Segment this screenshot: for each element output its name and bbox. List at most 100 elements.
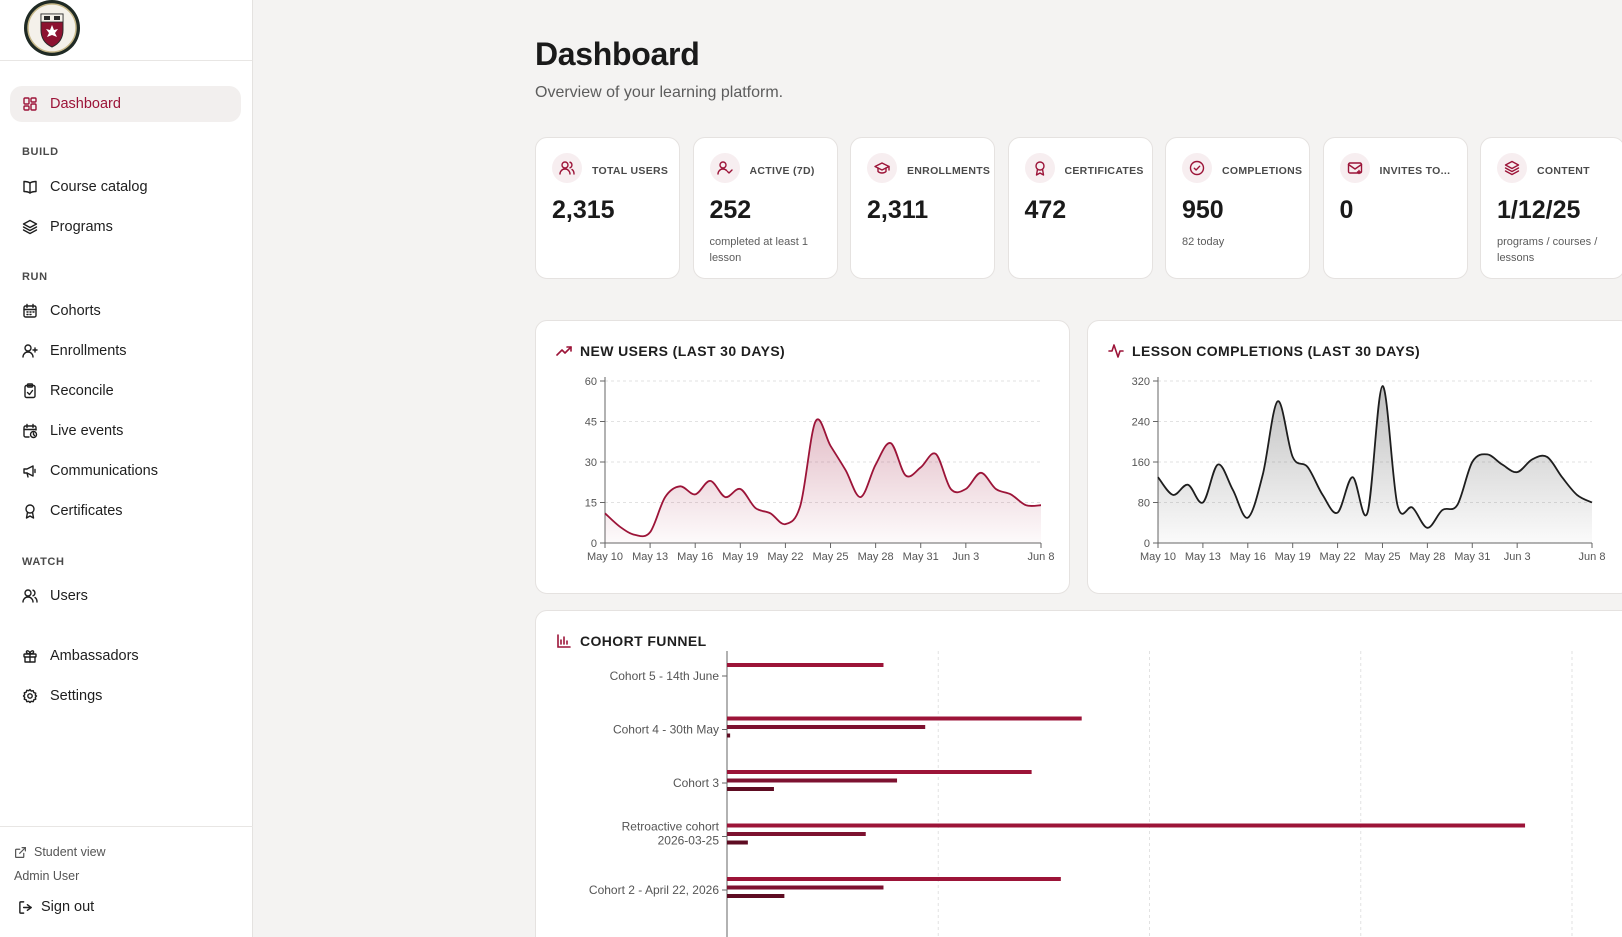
user-plus-icon bbox=[22, 344, 38, 358]
sidebar-item-label: Course catalog bbox=[50, 179, 148, 195]
x-tick-label: Jun 8 bbox=[1579, 551, 1606, 563]
series-line bbox=[604, 418, 1042, 538]
sidebar-item-settings[interactable]: Settings bbox=[10, 678, 241, 714]
funnel-bar bbox=[727, 832, 866, 836]
sidebar-item-label: Cohorts bbox=[50, 303, 101, 319]
funnel-bar bbox=[727, 877, 1061, 881]
gift-icon-wrap bbox=[22, 648, 38, 664]
y-tick-label: 30 bbox=[585, 457, 597, 469]
stat-card-active-7d: ACTIVE (7D) 252 completed at least 1 lesso… bbox=[692, 137, 838, 279]
stat-icon-badge bbox=[709, 153, 740, 183]
y-tick-label: 60 bbox=[585, 376, 597, 388]
funnel-bar bbox=[727, 787, 774, 791]
stat-card-total-users: TOTAL USERS 2,315 bbox=[535, 137, 680, 279]
y-tick-label: 160 bbox=[1132, 457, 1150, 469]
crest-logo[interactable] bbox=[22, 0, 82, 58]
sidebar-item-enrollments[interactable]: Enrollments bbox=[10, 333, 241, 369]
calendar-icon bbox=[23, 303, 37, 318]
stat-card-enrollments: ENROLLMENTS 2,311 bbox=[850, 137, 995, 279]
x-tick-label: May 10 bbox=[587, 551, 623, 563]
stat-label: CERTIFICATES bbox=[1064, 165, 1144, 177]
sidebar-item-cohorts[interactable]: Cohorts bbox=[10, 293, 241, 329]
gear-icon-wrap bbox=[22, 688, 38, 704]
sidebar-item-dashboard[interactable]: Dashboard bbox=[10, 86, 241, 122]
layers-icon bbox=[22, 219, 38, 235]
x-tick-label: Jun 3 bbox=[1504, 551, 1531, 563]
award-icon-wrap bbox=[22, 503, 38, 519]
users-icon bbox=[22, 589, 38, 603]
sidebar-item-label: Enrollments bbox=[50, 343, 127, 359]
clipboard-check-icon-wrap bbox=[22, 383, 38, 399]
x-tick-label: May 16 bbox=[1230, 551, 1266, 563]
lesson-completions-title-text: LESSON COMPLETIONS (LAST 30 DAYS) bbox=[1132, 343, 1421, 359]
category-label: Cohort 3 bbox=[673, 776, 719, 790]
stat-card-invites-to: INVITES TO... 0 bbox=[1322, 137, 1468, 279]
sign-out-label: Sign out bbox=[41, 899, 95, 915]
stat-label: COMPLETIONS bbox=[1222, 165, 1303, 177]
sidebar-item-label: Communications bbox=[50, 463, 158, 479]
cohort-funnel-card: COHORT FUNNEL Cohort 5 - 14th June Cohort… bbox=[535, 610, 1622, 937]
calendar-clock-icon-wrap bbox=[22, 423, 38, 439]
sidebar-item-label: Reconcile bbox=[50, 383, 114, 399]
y-tick-label: 0 bbox=[591, 538, 597, 550]
lesson-completions-card: LESSON COMPLETIONS (LAST 30 DAYS) 0 80 160… bbox=[1087, 320, 1622, 594]
sidebar-item-course-catalog[interactable]: Course catalog bbox=[10, 169, 241, 205]
sidebar-item-certificates[interactable]: Certificates bbox=[10, 493, 241, 529]
sidebar-item-label: Dashboard bbox=[50, 96, 121, 112]
x-tick-label: May 13 bbox=[1185, 551, 1221, 563]
sign-out-icon bbox=[19, 900, 32, 914]
x-tick-label: May 28 bbox=[1409, 551, 1445, 563]
category-label: Retroactive cohort 2026-03-25 bbox=[622, 820, 720, 848]
y-tick-label: 240 bbox=[1132, 417, 1150, 429]
sidebar-item-ambassadors[interactable]: Ambassadors bbox=[10, 638, 241, 674]
gear-icon bbox=[22, 688, 38, 704]
stat-note: programs / courses / lessons bbox=[1497, 236, 1598, 264]
book-open-icon-wrap bbox=[22, 179, 38, 195]
x-tick-label: May 19 bbox=[722, 551, 758, 563]
category-label: Cohort 2 - April 22, 2026 bbox=[589, 883, 719, 897]
sidebar-item-reconcile[interactable]: Reconcile bbox=[10, 373, 241, 409]
stat-note: completed at least 1 lesson bbox=[709, 236, 808, 264]
x-tick-label: May 10 bbox=[1140, 551, 1176, 563]
sidebar-item-communications[interactable]: Communications bbox=[10, 453, 241, 489]
funnel-bar bbox=[727, 733, 731, 738]
new-users-card: NEW USERS (LAST 30 DAYS) 0 15 30 45 60 May 10… bbox=[535, 320, 1070, 594]
sidebar-item-label: Settings bbox=[50, 688, 103, 704]
graduation-cap-icon bbox=[874, 162, 890, 174]
stat-label: ACTIVE (7D) bbox=[749, 165, 815, 177]
award-icon bbox=[1034, 161, 1045, 176]
x-tick-label: Jun 8 bbox=[1028, 551, 1055, 563]
stat-label: TOTAL USERS bbox=[592, 165, 669, 177]
sidebar-item-live-events[interactable]: Live events bbox=[10, 413, 241, 449]
cohort-funnel-title-text: COHORT FUNNEL bbox=[580, 633, 707, 649]
funnel-bar bbox=[727, 885, 884, 890]
admin-user-name: Admin User bbox=[14, 869, 80, 883]
student-view-label: Student view bbox=[34, 845, 106, 859]
sign-out-button[interactable]: Sign out bbox=[18, 899, 94, 915]
stat-value: 2,311 bbox=[867, 196, 929, 224]
mail-icon bbox=[1347, 162, 1362, 175]
new-users-title-text: NEW USERS (LAST 30 DAYS) bbox=[580, 343, 786, 359]
series-area bbox=[605, 419, 1041, 543]
award-icon bbox=[25, 504, 35, 519]
x-tick-label: May 19 bbox=[1275, 551, 1311, 563]
book-open-icon bbox=[23, 180, 37, 194]
y-tick-label: 15 bbox=[585, 498, 597, 510]
trending-up-icon bbox=[556, 346, 572, 356]
stat-value: 472 bbox=[1024, 196, 1067, 224]
bar-chart-icon bbox=[557, 634, 571, 648]
sidebar-item-users[interactable]: Users bbox=[10, 578, 241, 614]
sidebar-item-label: Live events bbox=[50, 423, 124, 439]
y-tick-label: 0 bbox=[1144, 538, 1150, 550]
sidebar-item-programs[interactable]: Programs bbox=[10, 209, 241, 245]
section-build: BUILD bbox=[22, 146, 59, 158]
stat-icon-badge bbox=[1339, 153, 1370, 183]
sidebar: Dashboard BUILD Course catalog Programs RUN C… bbox=[0, 0, 253, 937]
student-view-link[interactable]: Student view bbox=[14, 845, 106, 859]
series-area bbox=[1158, 386, 1592, 543]
x-tick-label: May 25 bbox=[1364, 551, 1400, 563]
x-tick-label: Jun 3 bbox=[952, 551, 979, 563]
external-link-icon bbox=[15, 846, 26, 858]
dashboard-icon bbox=[23, 97, 37, 111]
category-label: Cohort 5 - 14th June bbox=[610, 669, 720, 683]
